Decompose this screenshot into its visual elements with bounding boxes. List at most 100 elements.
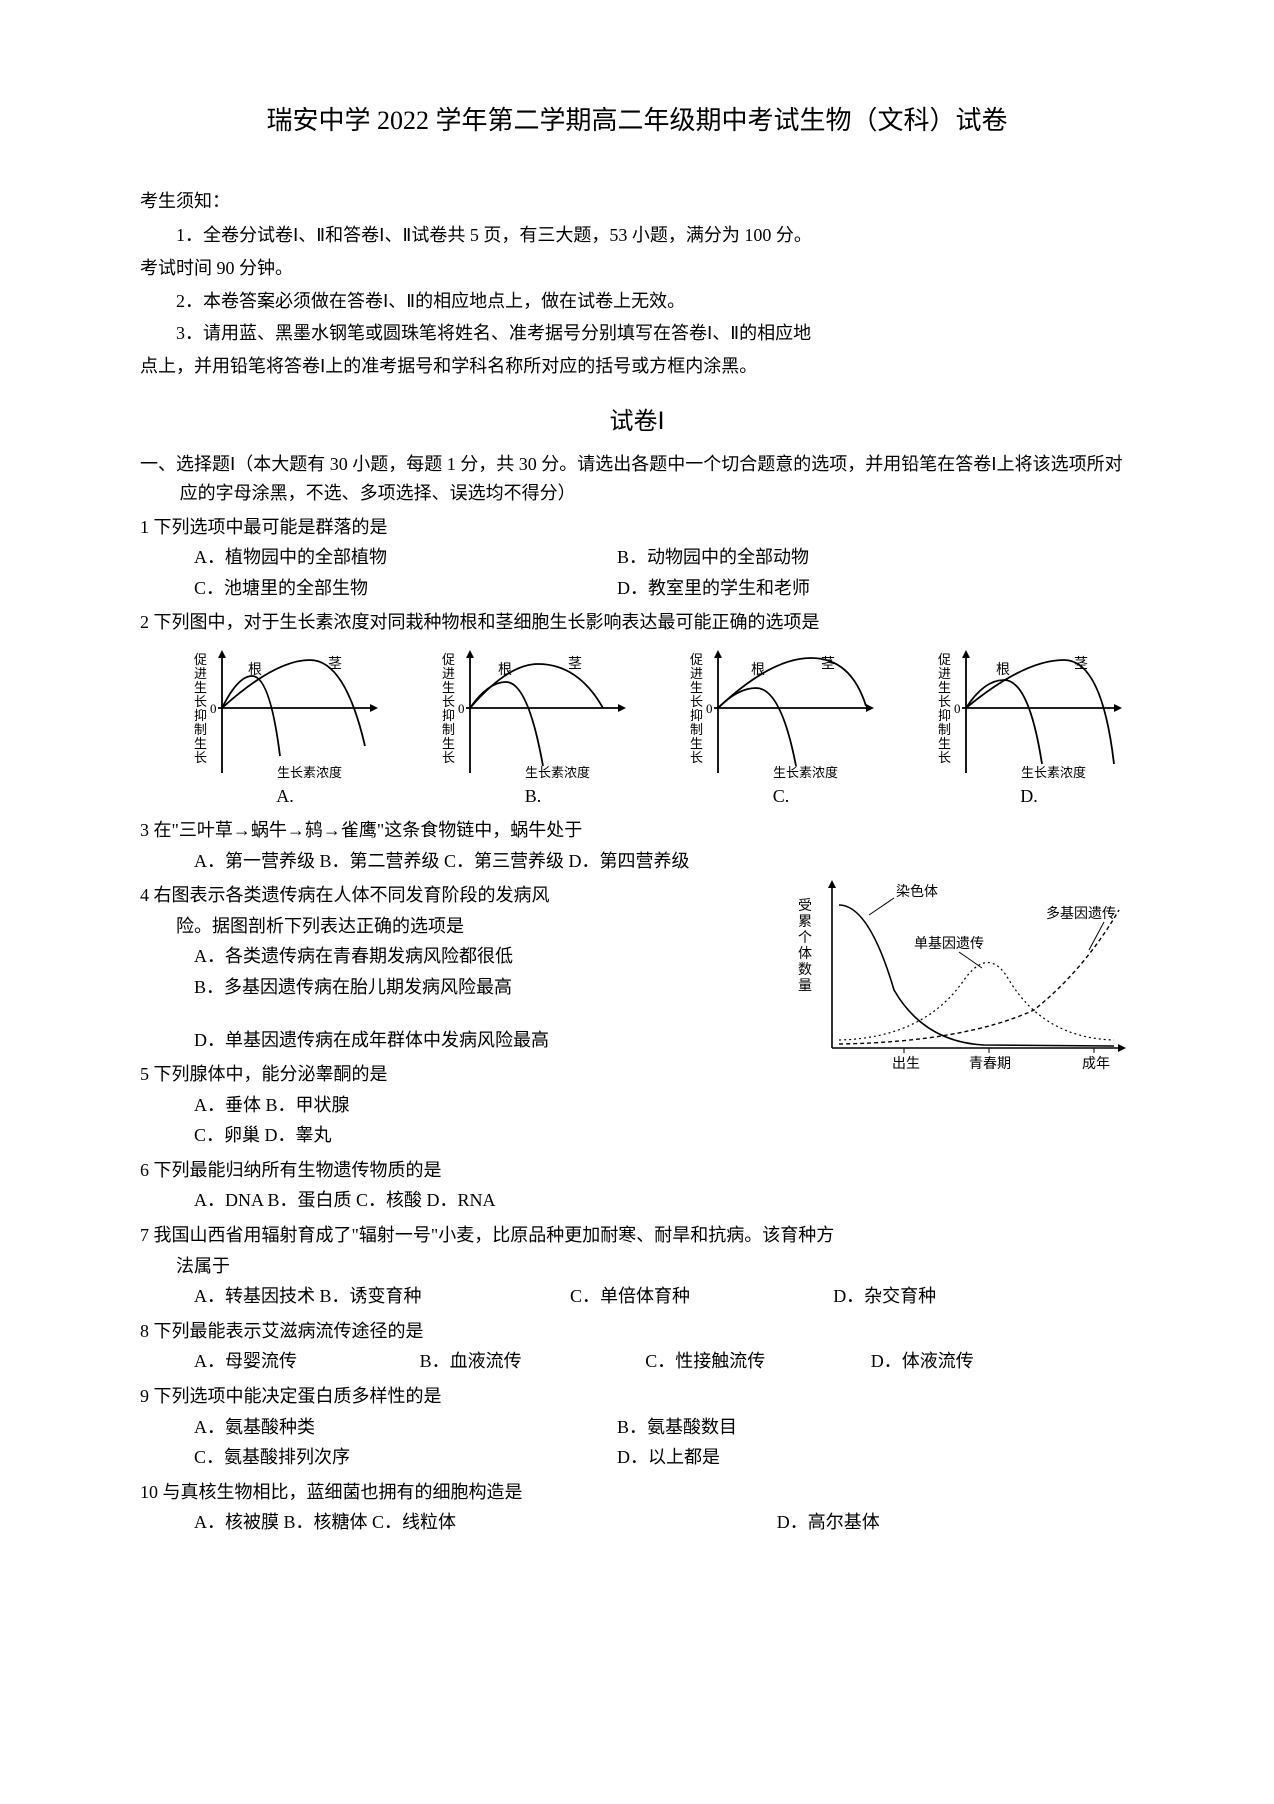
svg-text:抑: 抑 (938, 708, 951, 723)
q5-stem: 5 下列腺体中，能分泌睾酮的是 (140, 1059, 774, 1090)
svg-text:根: 根 (751, 662, 765, 678)
q4-stem-1: 4 右图表示各类遗传病在人体不同发育阶段的发病风 (140, 880, 774, 911)
svg-text:数: 数 (798, 962, 812, 978)
svg-text:量: 量 (798, 978, 812, 994)
q2-label-b: B. (428, 786, 638, 807)
q6-stem: 6 下列最能归纳所有生物遗传物质的是 (140, 1155, 1134, 1186)
svg-text:长: 长 (690, 694, 703, 709)
svg-text:生: 生 (194, 736, 207, 751)
svg-text:成年: 成年 (1082, 1056, 1110, 1072)
notice-line-1b: 考试时间 90 分钟。 (140, 254, 1134, 283)
notice-line-3b: 点上，并用铅笔将答卷Ⅰ上的准考据号和学科名称所对应的括号或方框内涂黑。 (140, 352, 1134, 381)
q8-options: A．母婴流传 B．血液流传 C．性接触流传 D．体液流传 (140, 1346, 1134, 1377)
svg-text:制: 制 (690, 722, 703, 737)
notice-line-3a: 3．请用蓝、黑墨水钢笔或圆珠笔将姓名、准考据号分别填写在答卷Ⅰ、Ⅱ的相应地 (140, 319, 1134, 348)
svg-text:进: 进 (442, 666, 455, 681)
notice-block: 考生须知： 1．全卷分试卷Ⅰ、Ⅱ和答卷Ⅰ、Ⅱ试卷共 5 页，有三大题，53 小题… (140, 187, 1134, 381)
q7-option-ab: A．转基因技术 B．诱变育种 (194, 1281, 570, 1312)
q9-options-row1: A．氨基酸种类 B．氨基酸数目 (140, 1412, 1134, 1443)
q2-figure-c: 促进生长抑制生长0生长素浓度根茎C. (676, 646, 886, 807)
q6-options: A．DNA B．蛋白质 C．核酸 D．RNA (140, 1185, 1134, 1216)
svg-text:受: 受 (798, 898, 812, 914)
svg-text:生: 生 (938, 736, 951, 751)
svg-text:长: 长 (442, 694, 455, 709)
svg-text:根: 根 (996, 662, 1010, 678)
svg-text:促: 促 (194, 652, 207, 667)
notice-line-1a: 1．全卷分试卷Ⅰ、Ⅱ和答卷Ⅰ、Ⅱ试卷共 5 页，有三大题，53 小题，满分为 1… (140, 221, 1134, 250)
svg-text:生长素浓度: 生长素浓度 (773, 765, 838, 780)
q8-stem: 8 下列最能表示艾滋病流传途径的是 (140, 1316, 1134, 1347)
section1-head: 一、选择题Ⅰ（本大题有 30 小题，每题 1 分，共 30 分。请选出各题中一个… (140, 450, 1134, 508)
svg-text:生: 生 (938, 680, 951, 695)
q9-options-row2: C．氨基酸排列次序 D．以上都是 (140, 1442, 1134, 1473)
q7-option-c: C．单倍体育种 (570, 1281, 833, 1312)
svg-text:长: 长 (938, 694, 951, 709)
svg-text:进: 进 (938, 666, 951, 681)
q9-option-b: B．氨基酸数目 (617, 1412, 1040, 1443)
q2-label-d: D. (924, 786, 1134, 807)
svg-text:抑: 抑 (690, 708, 703, 723)
svg-text:生长素浓度: 生长素浓度 (277, 765, 342, 780)
svg-text:抑: 抑 (194, 708, 207, 723)
svg-text:生: 生 (194, 680, 207, 695)
q2-label-c: C. (676, 786, 886, 807)
svg-text:促: 促 (690, 652, 703, 667)
exam-page: 瑞安中学 2022 学年第二学期高二年级期中考试生物（文科）试卷 考生须知： 1… (0, 0, 1274, 1598)
q4-option-d: D．单基因遗传病在成年群体中发病风险最高 (140, 1025, 774, 1056)
svg-text:0: 0 (954, 701, 961, 716)
svg-text:体: 体 (798, 946, 812, 962)
svg-text:茎: 茎 (821, 656, 835, 672)
q10-options: A．核被膜 B．核糖体 C．线粒体 D．高尔基体 (140, 1507, 1134, 1538)
q2-label-a: A. (180, 786, 390, 807)
svg-text:出生: 出生 (892, 1056, 920, 1072)
svg-text:促: 促 (938, 652, 951, 667)
q1-stem: 1 下列选项中最可能是群落的是 (140, 512, 1134, 543)
svg-text:茎: 茎 (1074, 656, 1088, 672)
svg-text:根: 根 (248, 662, 262, 678)
svg-text:生: 生 (442, 680, 455, 695)
svg-text:0: 0 (458, 701, 465, 716)
q7-stem-1: 7 我国山西省用辐射育成了"辐射一号"小麦，比原品种更加耐寒、耐旱和抗病。该育种… (140, 1220, 1134, 1251)
svg-text:根: 根 (498, 662, 512, 678)
q10-stem: 10 与真核生物相比，蓝细菌也拥有的细胞构造是 (140, 1477, 1134, 1508)
svg-text:进: 进 (690, 666, 703, 681)
paper-label: 试卷Ⅰ (140, 401, 1134, 436)
svg-text:长: 长 (442, 750, 455, 765)
q1-option-b: B．动物园中的全部动物 (617, 542, 1040, 573)
notice-head: 考生须知： (140, 187, 1134, 213)
svg-text:进: 进 (194, 666, 207, 681)
q9-stem: 9 下列选项中能决定蛋白质多样性的是 (140, 1381, 1134, 1412)
svg-text:茎: 茎 (328, 656, 342, 672)
q2-figure-a: 促进生长抑制生长0生长素浓度根茎A. (180, 646, 390, 807)
q1-options-row1: A．植物园中的全部植物 B．动物园中的全部动物 (140, 542, 1134, 573)
svg-text:青春期: 青春期 (969, 1056, 1011, 1072)
svg-text:制: 制 (194, 722, 207, 737)
q8-option-d: D．体液流传 (871, 1346, 1097, 1377)
svg-text:制: 制 (938, 722, 951, 737)
svg-text:长: 长 (194, 694, 207, 709)
svg-text:生长素浓度: 生长素浓度 (1021, 765, 1086, 780)
q4-q5-block: 4 右图表示各类遗传病在人体不同发育阶段的发病风 险。据图剖析下列表达正确的选项… (140, 876, 1134, 1151)
q9-option-c: C．氨基酸排列次序 (194, 1442, 617, 1473)
q3-stem: 3 在"三叶草→蜗牛→鸫→雀鹰"这条食物链中，蜗牛处于 (140, 815, 1134, 846)
svg-text:0: 0 (706, 701, 713, 716)
q2-stem: 2 下列图中，对于生长素浓度对同栽种物根和茎细胞生长影响表达最可能正确的选项是 (140, 607, 1134, 638)
svg-text:生: 生 (690, 736, 703, 751)
q10-option-abc: A．核被膜 B．核糖体 C．线粒体 (194, 1507, 777, 1538)
svg-text:单基因遗传: 单基因遗传 (914, 935, 984, 952)
q4-option-a: A．各类遗传病在青春期发病风险都很低 (140, 941, 774, 972)
q4-q5-text: 4 右图表示各类遗传病在人体不同发育阶段的发病风 险。据图剖析下列表达正确的选项… (140, 876, 774, 1151)
q7-options: A．转基因技术 B．诱变育种 C．单倍体育种 D．杂交育种 (140, 1281, 1134, 1312)
q10-option-d: D．高尔基体 (777, 1507, 1059, 1538)
q5-options-2: C．卵巢 D．睾丸 (140, 1120, 774, 1151)
q2-figure-row: 促进生长抑制生长0生长素浓度根茎A. 促进生长抑制生长0生长素浓度根茎B. 促进… (180, 646, 1134, 807)
svg-text:长: 长 (194, 750, 207, 765)
q1-option-d: D．教室里的学生和老师 (617, 573, 1040, 604)
q9-option-d: D．以上都是 (617, 1442, 1040, 1473)
exam-title: 瑞安中学 2022 学年第二学期高二年级期中考试生物（文科）试卷 (140, 100, 1134, 137)
svg-text:茎: 茎 (568, 656, 582, 672)
svg-text:个: 个 (798, 930, 812, 946)
svg-text:0: 0 (210, 701, 217, 716)
q8-option-c: C．性接触流传 (645, 1346, 871, 1377)
q8-option-a: A．母婴流传 (194, 1346, 420, 1377)
